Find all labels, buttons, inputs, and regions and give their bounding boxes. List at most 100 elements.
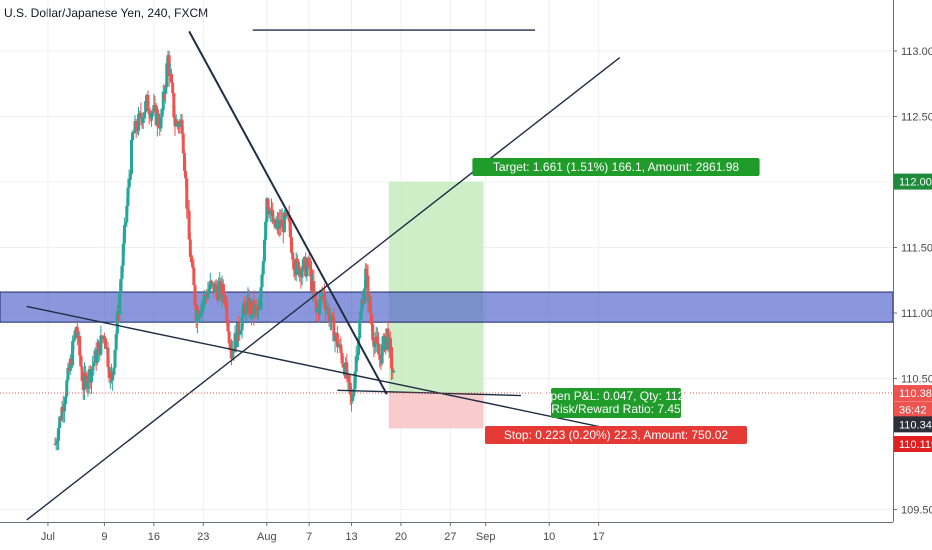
candle-body xyxy=(197,310,201,318)
candle-body xyxy=(375,336,379,344)
candle-body xyxy=(66,367,70,381)
candle-body xyxy=(71,340,75,366)
candle-body xyxy=(92,362,96,367)
candle-body xyxy=(384,336,388,351)
candle-body xyxy=(175,120,179,124)
candle-body xyxy=(224,300,228,302)
candle-body xyxy=(254,305,258,308)
candle-body xyxy=(335,333,339,347)
candle-body xyxy=(152,105,156,112)
candle-body xyxy=(142,112,146,117)
candle-body xyxy=(341,363,345,367)
candle-body xyxy=(308,266,312,270)
candle-body xyxy=(80,366,84,381)
candle-body xyxy=(85,375,89,389)
candle-body xyxy=(128,173,132,180)
candle-body xyxy=(202,294,206,301)
stop-label: Stop: 0.223 (0.20%) 22.3, Amount: 750.02 xyxy=(504,428,728,442)
candle-body xyxy=(209,280,213,283)
candle-body xyxy=(125,205,129,223)
candle-body xyxy=(99,335,103,355)
candle-body xyxy=(53,444,57,445)
candle-body xyxy=(333,335,337,342)
candle-body xyxy=(104,338,108,349)
candle-body xyxy=(240,316,244,331)
price-label-box xyxy=(894,436,932,452)
candle-body xyxy=(378,354,382,360)
candle-body xyxy=(268,211,272,215)
candle-body xyxy=(366,275,370,302)
candle-body xyxy=(199,312,203,314)
x-tick-label: 20 xyxy=(395,531,407,543)
candle-body xyxy=(370,313,374,325)
candle-body xyxy=(259,287,263,310)
candle-body xyxy=(86,382,90,389)
candle-body xyxy=(388,337,392,348)
candle-body xyxy=(119,278,123,293)
resistance-zone xyxy=(0,291,894,323)
profit-zone xyxy=(388,181,484,394)
target-label-box xyxy=(472,158,760,176)
x-tick-label: 17 xyxy=(592,531,604,543)
candle-body xyxy=(206,291,210,299)
candle-body xyxy=(182,153,186,171)
candle-body xyxy=(391,368,395,373)
candle-body xyxy=(357,337,361,355)
candle-body xyxy=(141,116,145,124)
price-label: 110.342 xyxy=(899,419,932,431)
y-tick-label: 109.500 xyxy=(901,505,932,517)
chart-title: U.S. Dollar/Japanese Yen, 240, FXCM xyxy=(4,6,209,20)
candle-body xyxy=(185,178,189,209)
candle-body xyxy=(79,355,83,367)
candle-body xyxy=(226,321,230,332)
candle-body xyxy=(260,274,264,288)
candle-body xyxy=(312,281,316,295)
candle-body xyxy=(380,344,384,364)
candle-body xyxy=(237,322,241,336)
candle-body xyxy=(352,389,356,396)
candle-body xyxy=(225,301,229,322)
candle-body xyxy=(353,371,357,390)
candle-body xyxy=(192,267,196,286)
candle-body xyxy=(75,327,79,338)
candle-body xyxy=(266,198,270,208)
candle-body xyxy=(265,198,269,222)
candle-body xyxy=(164,87,168,94)
candle-body xyxy=(139,112,143,119)
price-label: 112.003 xyxy=(899,177,932,189)
candle-body xyxy=(118,292,122,315)
candle-body xyxy=(78,336,82,356)
candle-body xyxy=(330,314,334,321)
candle-body xyxy=(355,354,359,357)
trend-line-falling-lower xyxy=(26,305,620,432)
pnl-label: Open P&L: 0.047, Qty: 1121 xyxy=(541,389,691,403)
candle-body xyxy=(144,101,148,113)
candle-body xyxy=(371,324,375,341)
candle-body xyxy=(55,440,59,444)
candle-body xyxy=(157,113,161,125)
candle-body xyxy=(328,320,332,323)
candle-body xyxy=(294,258,298,276)
price-axis xyxy=(893,0,932,550)
candle-body xyxy=(167,55,171,76)
trend-line-falling-steep xyxy=(188,30,388,395)
candle-body xyxy=(351,395,355,401)
candle-body xyxy=(160,110,164,117)
candle-body xyxy=(115,311,119,334)
price-label-box xyxy=(894,173,932,190)
y-tick-label: 112.500 xyxy=(901,112,932,124)
price-label-box xyxy=(894,401,932,418)
x-tick-label: 16 xyxy=(148,531,160,543)
candle-body xyxy=(214,284,218,290)
candle-body xyxy=(89,369,93,383)
candle-body xyxy=(327,308,331,323)
x-tick-label: 27 xyxy=(444,531,456,543)
candle-body xyxy=(204,294,208,297)
candle-body xyxy=(65,380,69,397)
x-tick-label: Aug xyxy=(257,531,277,543)
candle-body xyxy=(354,356,358,372)
candle-body xyxy=(310,269,314,291)
candle-body xyxy=(57,427,61,441)
candle-body xyxy=(169,74,173,83)
